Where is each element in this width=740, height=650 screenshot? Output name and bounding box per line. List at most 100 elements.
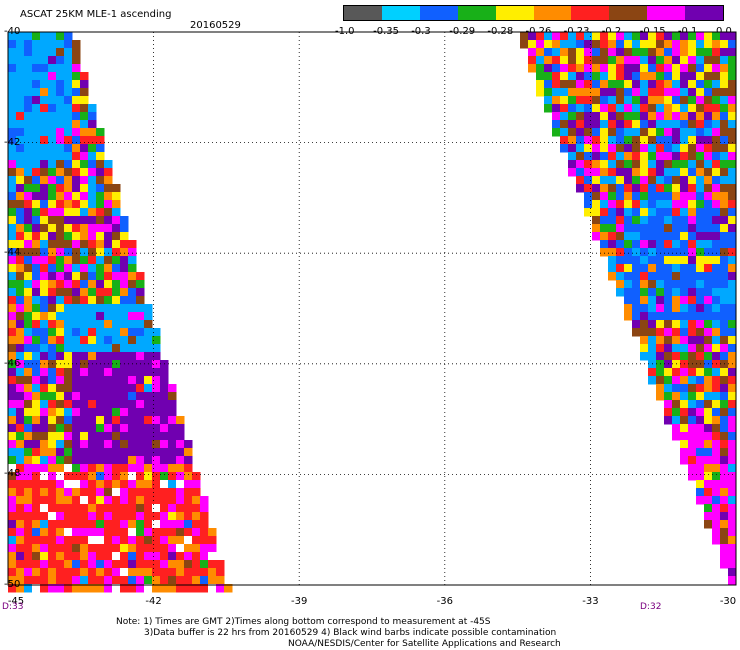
swath-cell bbox=[72, 312, 81, 321]
swath-cell bbox=[136, 576, 145, 585]
swath-cell bbox=[688, 200, 697, 209]
swath-cell bbox=[664, 56, 673, 65]
swath-cell bbox=[208, 544, 217, 553]
swath-cell bbox=[600, 104, 609, 113]
swath-cell bbox=[720, 496, 729, 505]
swath-cell bbox=[32, 216, 41, 225]
swath-cell bbox=[96, 544, 105, 553]
swath-cell bbox=[88, 568, 97, 577]
swath-cell bbox=[64, 488, 73, 497]
swath-cell bbox=[592, 168, 601, 177]
swath-cell bbox=[696, 136, 705, 145]
swath-cell bbox=[64, 176, 73, 185]
swath-cell bbox=[704, 488, 713, 497]
swath-cell bbox=[80, 544, 89, 553]
swath-cell bbox=[24, 248, 33, 257]
swath-cell bbox=[592, 184, 601, 193]
swath-cell bbox=[608, 128, 617, 137]
swath-cell bbox=[8, 208, 17, 217]
swath-cell bbox=[160, 496, 169, 505]
swath-cell bbox=[16, 56, 25, 65]
swath-cell bbox=[104, 328, 113, 337]
swath-cell bbox=[152, 504, 161, 513]
swath-cell bbox=[72, 144, 81, 153]
swath-cell bbox=[56, 80, 65, 89]
swath-cell bbox=[64, 32, 73, 41]
swath-cell bbox=[56, 560, 65, 569]
swath-cell bbox=[24, 288, 33, 297]
swath-cell bbox=[616, 48, 625, 57]
swath-cell bbox=[608, 48, 617, 57]
swath-cell bbox=[104, 344, 113, 353]
swath-cell bbox=[696, 456, 705, 465]
swath-cell bbox=[96, 392, 105, 401]
swath-cell bbox=[696, 232, 705, 241]
swath-cell bbox=[16, 240, 25, 249]
swath-cell bbox=[720, 72, 729, 81]
swath-cell bbox=[104, 488, 113, 497]
swath-cell bbox=[80, 184, 89, 193]
swath-cell bbox=[544, 96, 553, 105]
swath-cell bbox=[720, 144, 729, 153]
swath-cell bbox=[624, 248, 633, 257]
swath-cell bbox=[672, 224, 681, 233]
swath-cell bbox=[640, 280, 649, 289]
swath-cell bbox=[728, 120, 737, 129]
swath-cell bbox=[704, 80, 713, 89]
swath-cell bbox=[8, 512, 17, 521]
swath-cell bbox=[16, 536, 25, 545]
swath-cell bbox=[712, 56, 721, 65]
swath-cell bbox=[656, 144, 665, 153]
swath-cell bbox=[200, 504, 209, 513]
swath-cell bbox=[640, 56, 649, 65]
swath-cell bbox=[600, 80, 609, 89]
swath-cell bbox=[144, 488, 153, 497]
swath-cell bbox=[40, 264, 49, 273]
swath-cell bbox=[608, 184, 617, 193]
swath-cell bbox=[728, 248, 737, 257]
swath-cell bbox=[608, 104, 617, 113]
swath-cell bbox=[704, 304, 713, 313]
swath-cell bbox=[120, 392, 129, 401]
swath-cell bbox=[112, 312, 121, 321]
swath-cell bbox=[696, 424, 705, 433]
swath-cell bbox=[632, 112, 641, 121]
swath-cell bbox=[56, 376, 65, 385]
swath-cell bbox=[648, 352, 657, 361]
swath-cell bbox=[704, 352, 713, 361]
swath-cell bbox=[40, 328, 49, 337]
swath-cell bbox=[600, 184, 609, 193]
swath-cell bbox=[568, 104, 577, 113]
swath-cell bbox=[24, 448, 33, 457]
swath-cell bbox=[88, 128, 97, 137]
swath-cell bbox=[56, 128, 65, 137]
swath-cell bbox=[152, 368, 161, 377]
swath-cell bbox=[600, 216, 609, 225]
swath-cell bbox=[64, 304, 73, 313]
swath-cell bbox=[200, 544, 209, 553]
swath-cell bbox=[40, 344, 49, 353]
swath-cell bbox=[152, 464, 161, 473]
swath-cell bbox=[112, 584, 121, 593]
swath-cell bbox=[728, 80, 737, 89]
swath-cell bbox=[64, 568, 73, 577]
swath-cell bbox=[152, 528, 161, 537]
swath-cell bbox=[552, 128, 561, 137]
swath-cell bbox=[720, 456, 729, 465]
swath-cell bbox=[640, 296, 649, 305]
swath-cell bbox=[48, 224, 57, 233]
swath-cell bbox=[136, 424, 145, 433]
swath-cell bbox=[128, 328, 137, 337]
swath-cell bbox=[56, 120, 65, 129]
swath-cell bbox=[72, 496, 81, 505]
swath-cell bbox=[104, 248, 113, 257]
swath-cell bbox=[88, 184, 97, 193]
swath-cell bbox=[664, 224, 673, 233]
swath-cell bbox=[688, 304, 697, 313]
swath-cell bbox=[120, 344, 129, 353]
swath-cell bbox=[80, 424, 89, 433]
swath-cell bbox=[608, 256, 617, 265]
swath-cell bbox=[96, 472, 105, 481]
swath-cell bbox=[104, 320, 113, 329]
swath-cell bbox=[680, 152, 689, 161]
